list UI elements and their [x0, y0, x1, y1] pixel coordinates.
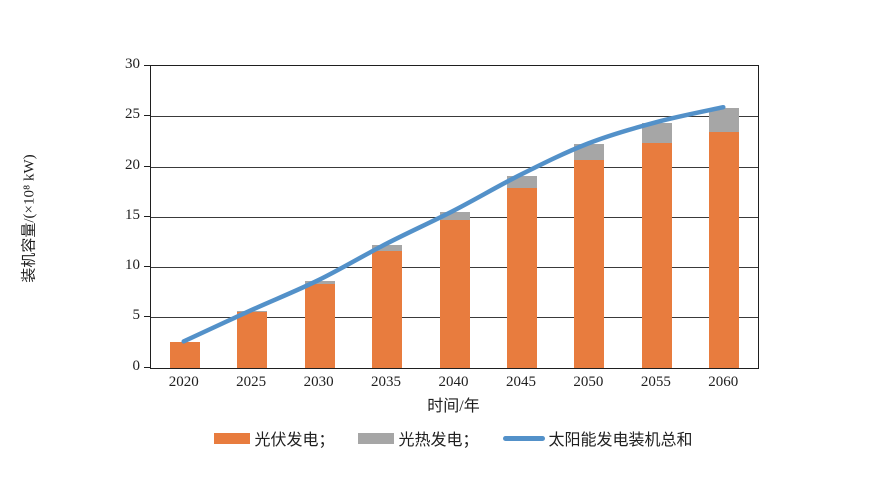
y-tick-label-10: 10 [125, 257, 140, 273]
legend-item-total: 太阳能发电装机总和 [502, 426, 693, 450]
legend-swatch-csp [358, 432, 395, 444]
x-tick-label-2055: 2055 [640, 373, 671, 390]
gridline-25 [151, 116, 758, 118]
legend-item-pv: 光伏发电； [214, 426, 334, 450]
y-tick-label-5: 5 [132, 307, 141, 324]
bar-segment-光伏发电-2035 [372, 250, 403, 368]
plot-area [150, 65, 759, 369]
bar-segment-光热发电-2040 [439, 211, 470, 220]
legend-label-pv: 光伏发电； [254, 432, 335, 449]
x-tick-label-2035: 2035 [371, 373, 402, 390]
bar-segment-光热发电-2055 [641, 123, 672, 144]
legend-line-total [502, 435, 545, 441]
y-tick-20 [144, 165, 150, 167]
bar-segment-光热发电-2060 [709, 108, 740, 133]
y-tick-label-0: 0 [132, 357, 141, 374]
bar-segment-光伏发电-2050 [574, 160, 605, 368]
bar-segment-光热发电-2030 [304, 281, 335, 285]
bar-segment-光伏发电-2060 [709, 132, 740, 368]
bar-segment-光伏发电-2045 [506, 187, 537, 368]
bar-segment-光热发电-2045 [506, 175, 537, 188]
y-tick-label-25: 25 [125, 106, 140, 123]
legend-item-csp: 光热发电； [358, 426, 479, 450]
bar-segment-光热发电-2035 [372, 244, 403, 251]
y-tick-label-20: 20 [125, 156, 140, 173]
bar-segment-光伏发电-2055 [641, 143, 672, 368]
y-tick-label-30: 30 [125, 56, 140, 72]
y-tick-25 [144, 115, 150, 117]
bar-segment-光伏发电-2020 [169, 342, 200, 368]
bar-segment-光伏发电-2040 [439, 219, 470, 368]
x-tick-label-2025: 2025 [236, 373, 267, 390]
x-tick-label-2030: 2030 [303, 373, 334, 390]
y-tick-10 [144, 266, 150, 267]
x-tick-label-2040: 2040 [438, 373, 469, 390]
bar-segment-光热发电-2050 [574, 144, 605, 161]
x-tick-label-2045: 2045 [505, 373, 536, 390]
y-tick-15 [144, 215, 150, 217]
bar-segment-光热发电-2025 [237, 311, 268, 313]
bar-segment-光伏发电-2025 [237, 312, 268, 368]
legend-label-total: 太阳能发电装机总和 [548, 432, 693, 449]
legend: 光伏发电； 光热发电； 太阳能发电装机总和 [150, 426, 757, 450]
y-tick-30 [144, 65, 150, 66]
x-axis-title: 时间/年 [427, 398, 480, 415]
x-tick-label-2020: 2020 [168, 373, 199, 390]
legend-label-csp: 光热发电； [398, 432, 479, 449]
x-tick-label-2060: 2060 [708, 373, 739, 390]
y-tick-5 [144, 316, 150, 318]
y-tick-label-15: 15 [125, 206, 140, 223]
legend-swatch-pv [214, 432, 251, 444]
y-tick-0 [144, 366, 150, 368]
y-axis-title: 装机容量/(×10⁸ kW) [21, 154, 38, 283]
bar-segment-光伏发电-2030 [304, 284, 335, 368]
x-tick-label-2050: 2050 [573, 373, 604, 390]
